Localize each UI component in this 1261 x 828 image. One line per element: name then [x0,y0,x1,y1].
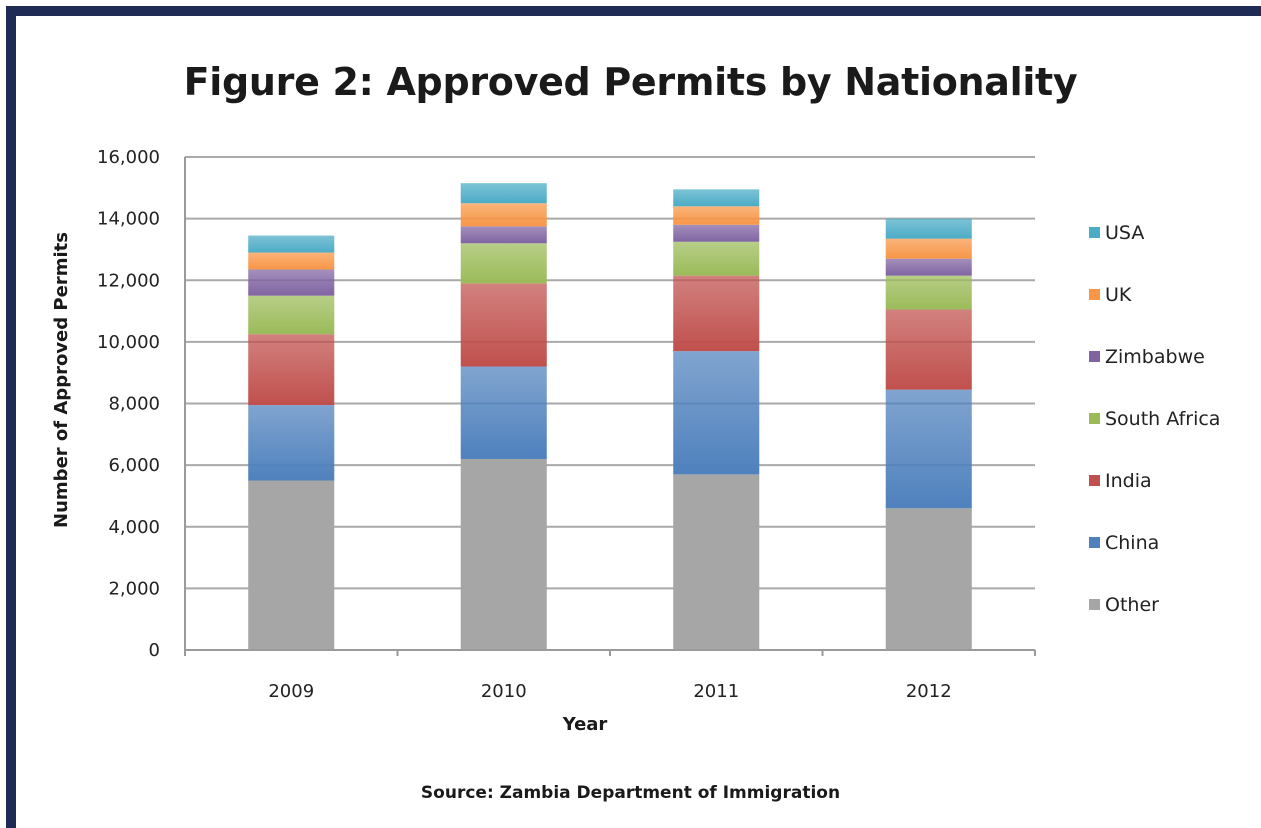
x-tick-label: 2010 [481,681,527,702]
bar-segment-other-2009 [248,480,335,650]
x-tick-label: 2011 [693,681,739,702]
bar-segment-south-africa-2011 [673,241,760,276]
legend-label: India [1105,470,1152,492]
bars [248,183,972,650]
y-tick-labels: 0 2,000 4,000 6,000 8,000 10,000 12,000 14,000 1… [97,147,160,661]
bar-segment-uk-2012 [885,238,972,259]
y-tick-label: 2,000 [108,578,160,599]
bar-segment-china-2009 [248,405,335,481]
y-tick-label: 4,000 [108,517,160,538]
bar-segment-india-2009 [248,334,335,406]
y-tick-label: 0 [149,640,160,661]
figure-frame [6,6,1261,828]
bar-segment-other-2012 [885,508,972,650]
bar-segment-usa-2011 [673,189,760,207]
y-tick-label: 6,000 [108,455,160,476]
bar-segment-zimbabwe-2010 [460,226,547,244]
bar-segment-other-2010 [460,458,547,650]
x-tick-labels: 2009 2010 2011 2012 [268,681,951,702]
source-note: Source: Zambia Department of Immigration [420,783,841,803]
legend-label: Zimbabwe [1105,346,1205,368]
legend-label: China [1105,532,1159,554]
legend-swatch [1089,351,1100,362]
legend-swatch [1089,537,1100,548]
bar-segment-south-africa-2012 [885,275,972,310]
bar-segment-usa-2012 [885,218,972,239]
bar-segment-india-2012 [885,309,972,390]
legend-swatch [1089,413,1100,424]
bar-segment-uk-2010 [460,203,547,227]
legend-label: Other [1105,594,1159,616]
bar-segment-usa-2010 [460,183,547,204]
y-tick-label: 16,000 [97,147,160,168]
y-axis-title: Number of Approved Permits [51,232,72,528]
bar-segment-china-2011 [673,351,760,475]
bar-segment-india-2010 [460,283,547,367]
legend-label: UK [1105,284,1132,306]
chart-title: Figure 2: Approved Permits by Nationalit… [183,60,1078,104]
x-tick-label: 2012 [906,681,952,702]
bar-segment-south-africa-2009 [248,295,335,335]
y-tick-label: 10,000 [97,332,160,353]
x-tick-label: 2009 [268,681,314,702]
legend-swatch [1089,599,1100,610]
legend-swatch [1089,227,1100,238]
bar-segment-china-2012 [885,389,972,509]
x-axis-title: Year [562,714,608,735]
bar-segment-other-2011 [673,474,760,650]
bar-segment-south-africa-2010 [460,243,547,284]
bar-segment-zimbabwe-2012 [885,258,972,276]
y-tick-label: 12,000 [97,270,160,291]
axes [184,157,1036,656]
bar-segment-india-2011 [673,275,760,352]
legend-label: USA [1105,222,1144,244]
bar-segment-usa-2009 [248,235,335,253]
bar-segment-uk-2009 [248,252,335,270]
legend-label: South Africa [1105,408,1220,430]
y-tick-label: 14,000 [97,209,160,230]
bar-segment-zimbabwe-2011 [673,224,760,242]
y-tick-label: 8,000 [108,394,160,415]
bar-segment-uk-2011 [673,206,760,225]
bar-segment-zimbabwe-2009 [248,269,335,296]
legend-swatch [1089,289,1100,300]
bar-segment-china-2010 [460,366,547,459]
legend-swatch [1089,475,1100,486]
legend: USA UK Zimbabwe South Africa India China Other [1089,222,1220,616]
